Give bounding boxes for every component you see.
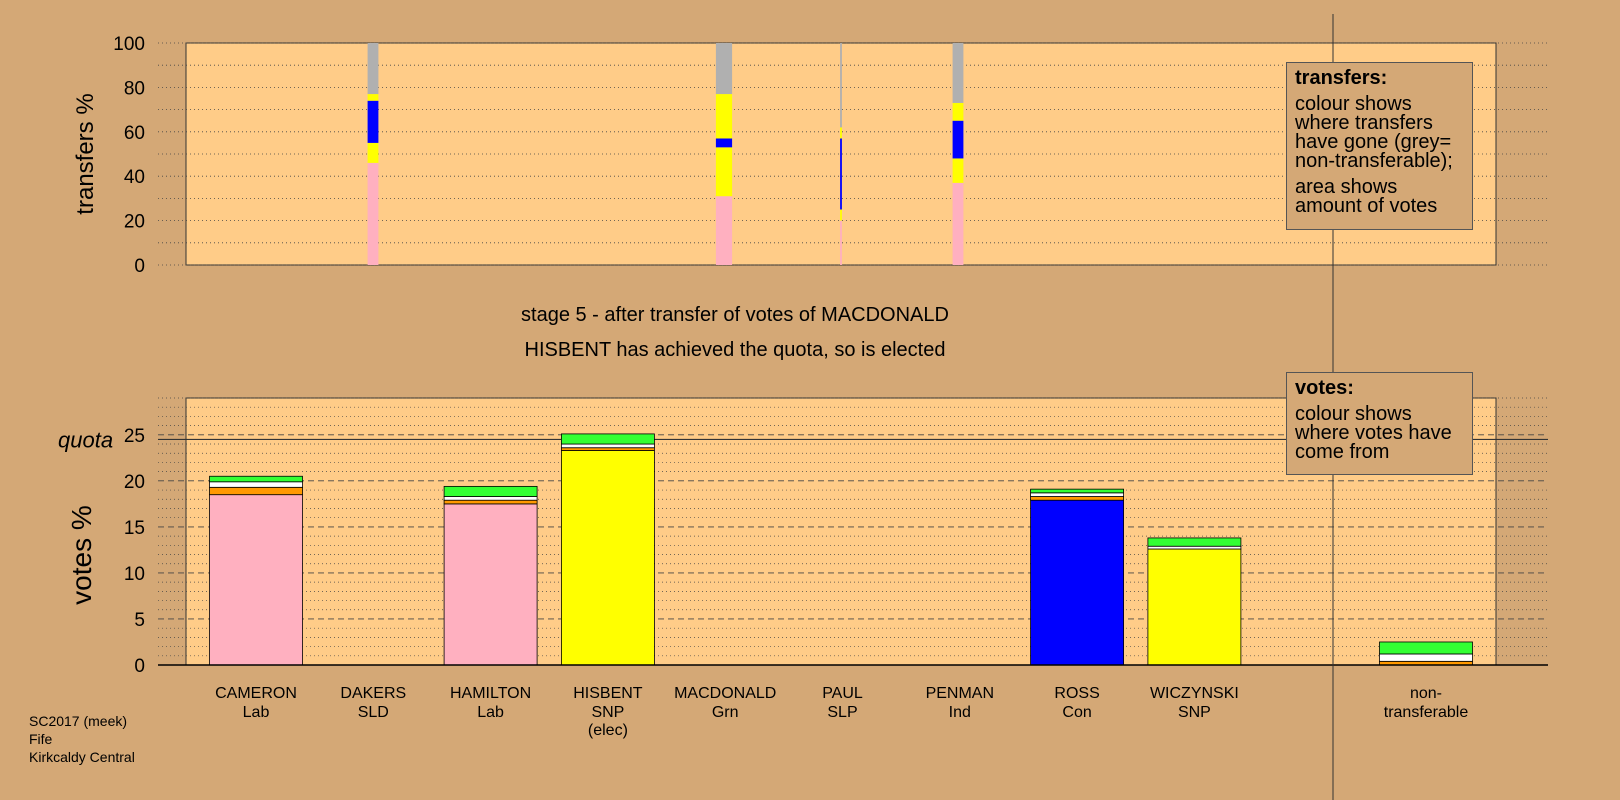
stage-subtitle: HISBENT has achieved the quota, so is el…	[524, 339, 946, 361]
vote-bar-segment	[443, 503, 538, 666]
vote-bar-segment	[1147, 537, 1242, 547]
footer-line2: Fife	[29, 731, 53, 747]
vote-bar-segment	[1147, 548, 1242, 666]
vote-bar-segment	[1379, 641, 1473, 655]
candidate-note-label: (elec)	[588, 722, 628, 739]
legend-transfers-title: transfers:	[1295, 67, 1388, 89]
vote-bar-segment	[209, 481, 303, 488]
candidate-party-label: Con	[1062, 704, 1091, 721]
transfer-bar-segment	[952, 102, 964, 121]
vote-bar-segment	[1030, 488, 1124, 494]
vote-bar-segment	[561, 433, 655, 445]
nontransferable-label-line1: non-	[1410, 685, 1442, 702]
candidate-party-label: Lab	[477, 704, 504, 721]
candidate-party-label: SNP	[591, 704, 624, 721]
transfer-bar-segment	[840, 220, 842, 265]
transfer-bar-segment	[952, 182, 964, 265]
vote-bar-segment	[443, 499, 538, 505]
transfer-bar-segment	[367, 94, 379, 101]
transfer-bar-segment	[952, 158, 964, 183]
vote-bar-segment	[1030, 492, 1124, 497]
footer-info: SC2017 (meek) Fife Kirkcaldy Central	[29, 712, 135, 766]
transfers-axis-label: transfers %	[72, 93, 99, 214]
vote-bar-segment	[561, 450, 655, 666]
candidate-name-label: WICZYNSKI	[1150, 685, 1239, 702]
transfer-bar-segment	[715, 138, 733, 148]
transfer-bar-segment	[840, 43, 842, 128]
vote-bar-segment	[443, 496, 538, 501]
votes-tick-label: 0	[134, 656, 145, 677]
votes-tick-label: 20	[124, 472, 145, 493]
candidate-name-label: HAMILTON	[450, 685, 531, 702]
transfers-tick-label: 60	[124, 123, 145, 144]
transfer-bar-segment	[840, 209, 842, 221]
vote-bar-segment	[1030, 499, 1124, 666]
transfers-tick-label: 0	[134, 256, 145, 277]
transfer-bar-segment	[952, 120, 964, 159]
vote-bar-segment	[443, 485, 538, 497]
candidate-party-label: SNP	[1178, 704, 1211, 721]
candidate-name-label: PAUL	[822, 685, 863, 702]
footer-line3: Kirkcaldy Central	[29, 749, 135, 765]
candidate-party-label: Lab	[243, 704, 270, 721]
vote-bar-segment	[209, 486, 303, 496]
transfer-bar-segment	[840, 127, 842, 139]
vote-bar-segment	[209, 494, 303, 666]
quota-label: quota	[58, 427, 113, 452]
candidate-name-label: ROSS	[1054, 685, 1099, 702]
candidate-party-label: Grn	[712, 704, 739, 721]
transfer-bar-segment	[367, 100, 379, 143]
legend-transfers: transfers: colour shows where transfers …	[1286, 62, 1473, 230]
stage-title: stage 5 - after transfer of votes of MAC…	[521, 304, 949, 326]
transfer-bar-segment	[715, 196, 733, 265]
votes-tick-label: 25	[124, 426, 145, 447]
candidate-name-label: HISBENT	[573, 685, 643, 702]
votes-plot-area	[185, 397, 1497, 666]
vote-bar-segment	[1379, 653, 1473, 662]
transfer-bar-segment	[952, 43, 964, 103]
transfers-tick-label: 40	[124, 167, 145, 188]
transfer-bar-segment	[715, 43, 733, 95]
legend-votes-text1: colour shows where votes have come from	[1295, 403, 1452, 463]
transfer-bar-segment	[367, 142, 379, 163]
nontransferable-label-line2: transferable	[1384, 704, 1469, 721]
vote-bar-segment	[1147, 545, 1242, 550]
transfers-tick-label: 100	[113, 34, 145, 55]
transfers-tick-label: 20	[124, 212, 145, 233]
transfer-bar-segment	[715, 147, 733, 197]
legend-votes-title: votes:	[1295, 377, 1354, 399]
votes-tick-label: 15	[124, 518, 145, 539]
transfer-bar-segment	[840, 138, 842, 210]
votes-tick-label: 10	[124, 564, 145, 585]
footer-line1: SC2017 (meek)	[29, 713, 128, 729]
votes-tick-label: 5	[134, 610, 145, 631]
vote-bar-segment	[1030, 496, 1124, 501]
transfer-bar-segment	[367, 43, 379, 95]
vote-bar-segment	[209, 475, 303, 483]
transfer-bar-segment	[715, 94, 733, 139]
candidate-party-label: Ind	[949, 704, 971, 721]
candidate-name-label: MACDONALD	[674, 685, 776, 702]
legend-votes: votes: colour shows where votes have com…	[1286, 372, 1473, 475]
vote-bar-segment	[561, 443, 655, 449]
transfers-tick-label: 80	[124, 78, 145, 99]
transfer-bar-segment	[367, 162, 379, 265]
legend-transfers-text2: area shows amount of votes	[1295, 176, 1438, 217]
candidate-name-label: DAKERS	[340, 685, 406, 702]
candidate-name-label: CAMERON	[215, 685, 297, 702]
vote-bar-segment	[561, 447, 655, 451]
candidate-party-label: SLP	[827, 704, 857, 721]
candidate-name-label: PENMAN	[926, 685, 994, 702]
votes-axis-label: votes %	[66, 505, 97, 605]
candidate-party-label: SLD	[358, 704, 389, 721]
legend-transfers-text1: colour shows where transfers have gone (…	[1295, 93, 1453, 172]
